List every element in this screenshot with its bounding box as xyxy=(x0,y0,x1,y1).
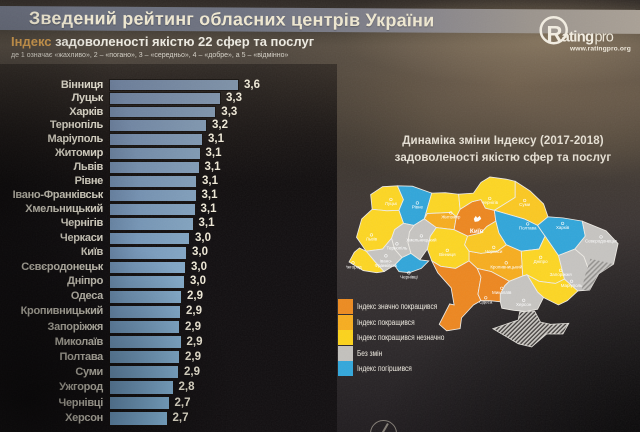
svg-text:R: R xyxy=(547,22,563,47)
svg-text:www.ratingpro.org: www.ratingpro.org xyxy=(569,46,631,53)
svg-text:Полтава: Полтава xyxy=(519,225,537,230)
svg-text:Луцьк: Луцьк xyxy=(385,201,397,206)
svg-text:Рівне: Рівне xyxy=(412,204,424,209)
svg-text:Миколаїв: Миколаїв xyxy=(492,290,512,295)
svg-text:Житомир: Житомир xyxy=(441,214,461,219)
svg-text:Сєвєродонецьк: Сєвєродонецьк xyxy=(585,238,617,243)
svg-text:Дніпро: Дніпро xyxy=(534,259,548,264)
svg-text:Тернопіль: Тернопіль xyxy=(386,245,407,250)
svg-text:Франківськ: Франківськ xyxy=(375,263,398,268)
svg-text:Маріуполь: Маріуполь xyxy=(561,283,583,288)
svg-text:Черкаси: Черкаси xyxy=(485,249,503,254)
svg-text:Запоріжжя: Запоріжжя xyxy=(550,272,573,277)
svg-text:Чернігів: Чернігів xyxy=(482,200,499,205)
svg-text:Кропивницький: Кропивницький xyxy=(490,263,522,269)
svg-text:Львів: Львів xyxy=(366,236,378,241)
svg-text:Чернівці: Чернівці xyxy=(400,274,417,279)
svg-text:Ужгород: Ужгород xyxy=(346,264,362,269)
svg-text:Харків: Харків xyxy=(556,225,570,230)
svg-text:Вінниця: Вінниця xyxy=(439,252,456,257)
svg-text:Суми: Суми xyxy=(519,202,531,207)
svg-text:Київ: Київ xyxy=(470,228,484,235)
svg-text:Одеса: Одеса xyxy=(479,299,493,304)
svg-text:pro: pro xyxy=(595,30,614,46)
svg-text:ating: ating xyxy=(562,29,594,46)
svg-text:Херсон: Херсон xyxy=(516,302,532,307)
svg-text:Хмельницький: Хмельницький xyxy=(406,236,437,242)
